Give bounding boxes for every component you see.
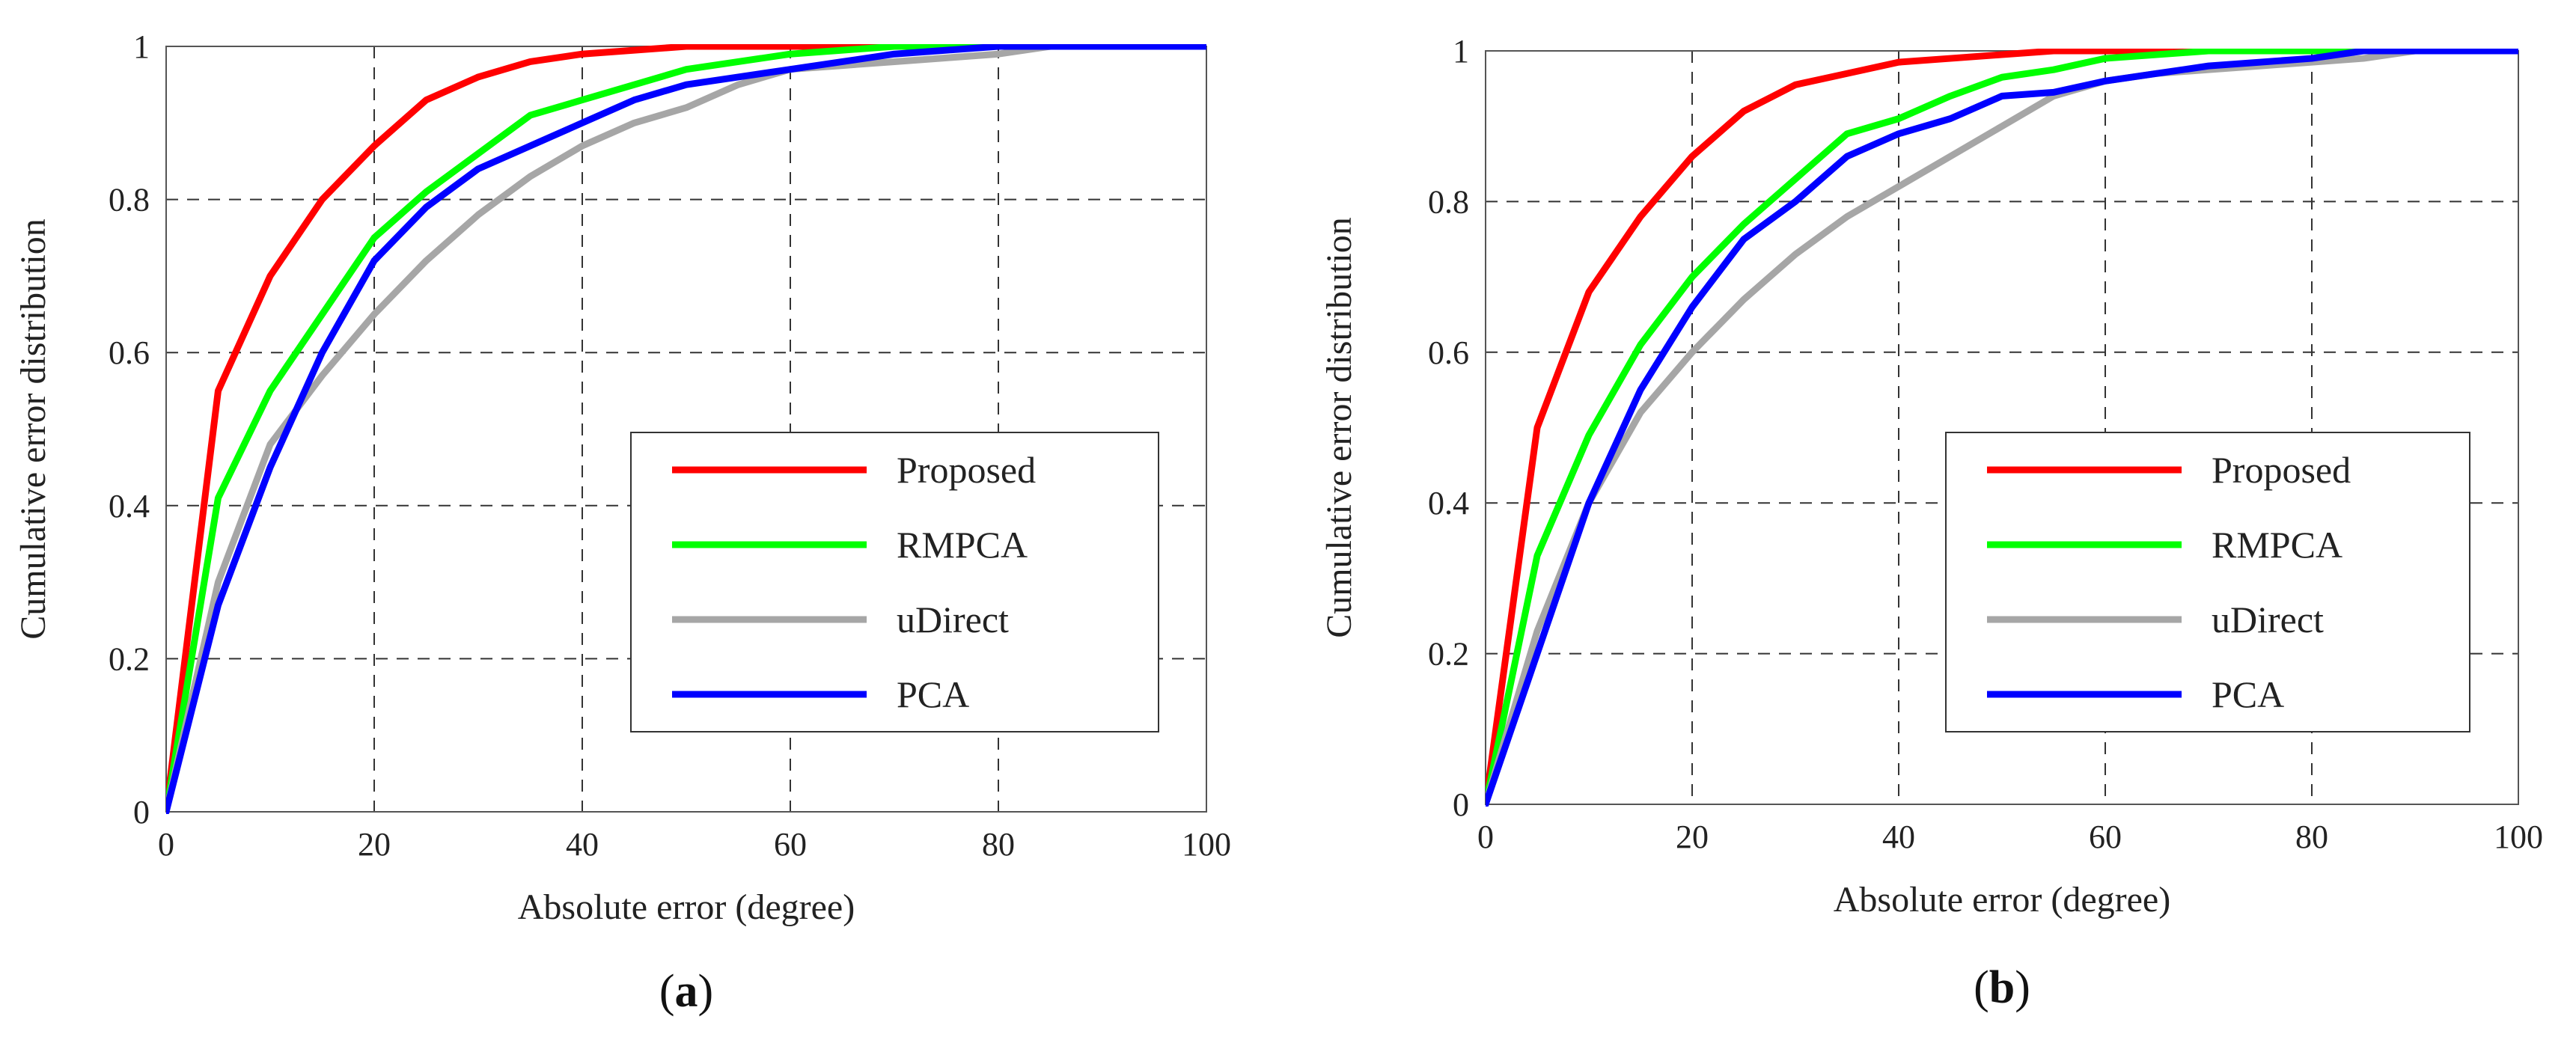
y-tick-label: 1 [133,28,150,65]
legend-label: PCA [897,673,969,715]
series-line-pca [166,44,1206,814]
legend-label: Proposed [2212,449,2351,491]
legend-label: RMPCA [897,524,1028,566]
x-axis-label: Absolute error (degree) [518,887,855,927]
panel-letter: a [675,966,698,1017]
x-axis-label: Absolute error (degree) [1834,880,2170,920]
y-tick-label: 0 [133,794,150,831]
y-tick-label: 0.6 [109,334,150,371]
y-tick-label: 0.8 [109,182,150,218]
plot-frame [1485,50,2519,805]
y-tick-label: 0.2 [109,640,150,677]
y-tick-label: 1 [1453,33,1469,70]
x-tick-label: 60 [774,826,807,863]
x-tick-label: 40 [1882,819,1915,855]
panel-caption: (a) [659,966,713,1017]
legend-label: PCA [2212,673,2284,715]
y-tick-label: 0.4 [109,488,150,524]
legend: Proposed RMPCA uDirect PCA [1945,432,2470,732]
legend-label: uDirect [897,599,1009,640]
panel-letter: b [1989,962,2015,1013]
panel-caption: (b) [1974,962,2030,1013]
y-tick-label: 0.2 [1428,636,1469,673]
legend-label: Proposed [897,449,1036,491]
x-tick-label: 100 [2494,819,2543,855]
x-tick-label: 80 [982,826,1015,863]
y-tick-label: 0.6 [1428,334,1469,371]
legend-box [1945,432,2470,732]
x-tick-label: 80 [2295,819,2328,855]
x-tick-label: 100 [1182,826,1231,863]
series-line-udirect [1486,49,2518,807]
legend-label: uDirect [2212,599,2324,640]
chart-panel-b: 0 20 40 60 80 100 0 0.2 0.4 0.6 0.8 1 Absolute error… [1319,33,2543,1013]
chart-panel-a: 0 20 40 60 80 100 0 0.2 0.4 0.6 0.8 1 Absolute error… [13,28,1231,1017]
x-tick-label: 20 [358,826,391,863]
y-axis-label: Cumulative error distribution [13,218,53,640]
x-tick-label: 40 [566,826,599,863]
x-tick-label: 60 [2089,819,2122,855]
legend-label: RMPCA [2212,524,2342,566]
legend-box [630,432,1159,732]
x-tick-label: 0 [158,826,174,863]
series-line-pca [1486,49,2518,807]
x-tick-label: 0 [1477,819,1494,855]
y-tick-label: 0 [1453,786,1469,823]
x-tick-label: 20 [1676,819,1709,855]
y-tick-label: 0.8 [1428,183,1469,220]
legend: Proposed RMPCA uDirect PCA [630,432,1159,732]
y-tick-label: 0.4 [1428,485,1469,521]
y-axis-label: Cumulative error distribution [1319,217,1359,638]
